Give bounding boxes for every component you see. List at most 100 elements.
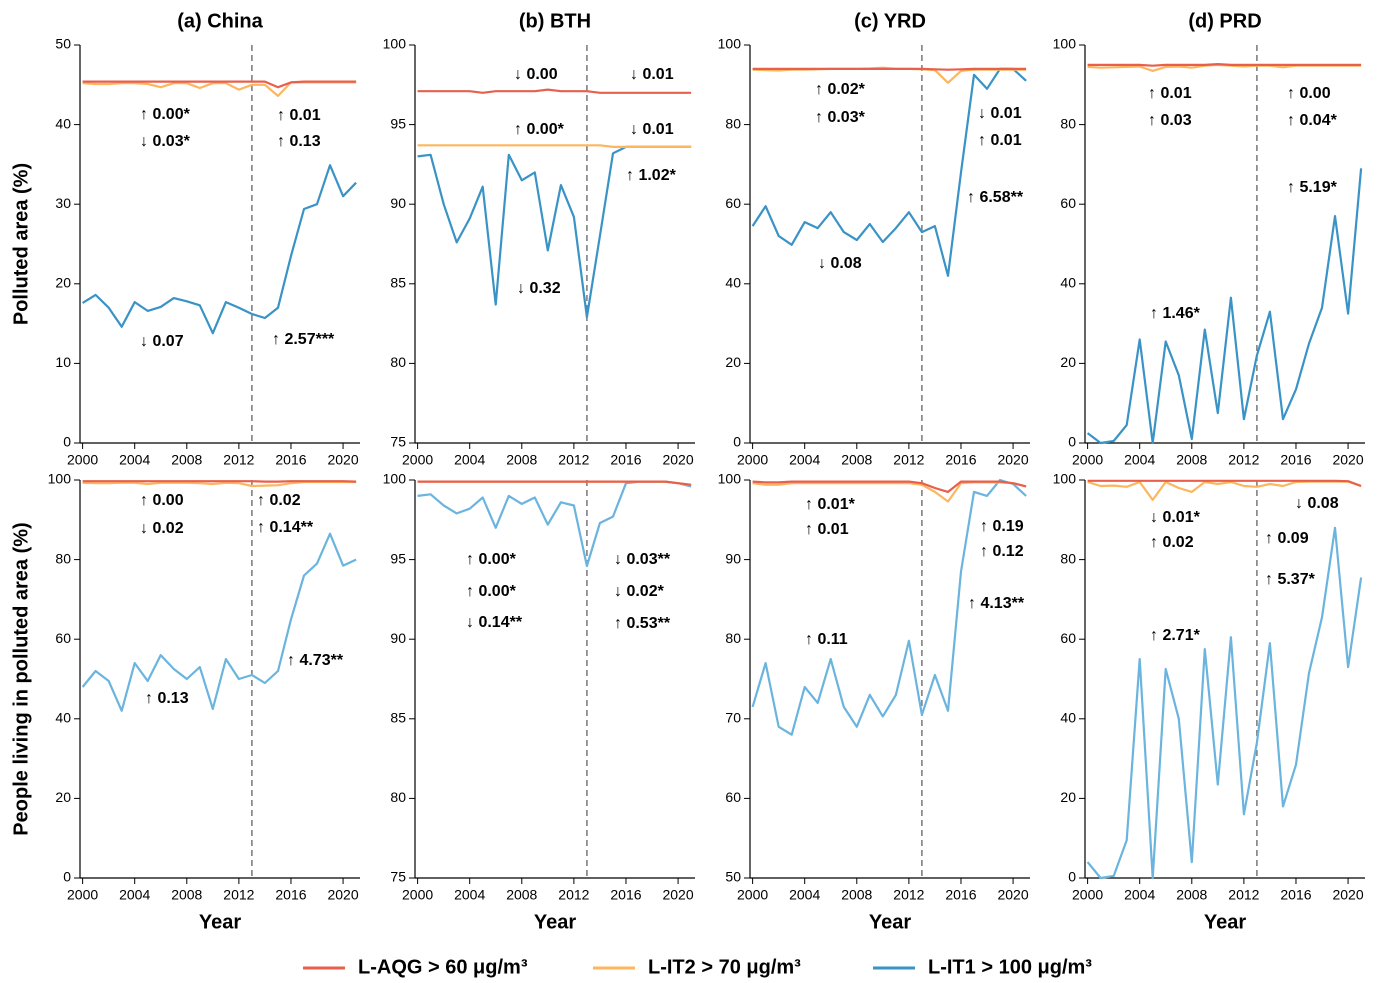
trend-annotation: ↓ 0.08 bbox=[818, 255, 862, 272]
trend-annotation: ↑ 0.00 bbox=[1287, 85, 1331, 102]
trend-annotation: ↓ 0.32 bbox=[517, 280, 561, 297]
x-tick-label: 2000 bbox=[737, 452, 768, 468]
x-tick-label: 2004 bbox=[789, 452, 820, 468]
panel: 75 80 85 90 95 100 2000 2004 2008 2012 2016 2020 ↓ 0… bbox=[383, 10, 695, 468]
trend-annotation: ↑ 0.53** bbox=[614, 615, 671, 632]
trend-annotation: ↑ 0.04* bbox=[1287, 112, 1338, 129]
x-tick-label: 2016 bbox=[1280, 452, 1311, 468]
series-line bbox=[752, 481, 1027, 503]
x-tick-label: 2012 bbox=[558, 452, 589, 468]
panel-title: (c) YRD bbox=[854, 10, 926, 32]
legend: L-AQG > 60 μg/m³ L-IT2 > 70 μg/m³ L-IT1 > … bbox=[303, 956, 1092, 978]
panel: 0 20 40 60 80 100 2000 2004 2008 2012 2016 2020 ↓ 0.… bbox=[1053, 471, 1365, 933]
series-line bbox=[82, 480, 357, 488]
x-tick-label: 2004 bbox=[1124, 887, 1155, 903]
trend-annotation: ↓ 0.01 bbox=[630, 121, 674, 138]
trend-annotation: ↑ 0.14** bbox=[257, 519, 314, 536]
y-axis-label: Polluted area (%) bbox=[10, 163, 32, 325]
trend-annotation: ↓ 0.02* bbox=[614, 583, 665, 600]
y-tick-label: 100 bbox=[1053, 471, 1077, 487]
panel-title: (d) PRD bbox=[1188, 10, 1261, 32]
x-tick-label: 2016 bbox=[945, 887, 976, 903]
trend-annotation: ↓ 0.03* bbox=[140, 133, 191, 150]
x-tick-label: 2020 bbox=[1332, 452, 1363, 468]
x-axis-label: Year bbox=[199, 911, 241, 933]
y-tick-label: 40 bbox=[55, 710, 71, 726]
x-tick-label: 2008 bbox=[171, 887, 202, 903]
series-line bbox=[82, 164, 357, 335]
x-tick-label: 2020 bbox=[997, 887, 1028, 903]
x-tick-label: 2012 bbox=[1228, 452, 1259, 468]
series-line bbox=[1087, 62, 1362, 67]
trend-annotation: ↓ 0.01 bbox=[978, 105, 1022, 122]
trend-annotation: ↑ 0.01 bbox=[978, 132, 1022, 149]
y-tick-label: 100 bbox=[383, 471, 407, 487]
legend-label: L-IT2 > 70 μg/m³ bbox=[648, 956, 801, 978]
x-tick-label: 2016 bbox=[1280, 887, 1311, 903]
trend-annotation: ↑ 0.09 bbox=[1265, 530, 1309, 547]
trend-annotation: ↑ 0.11 bbox=[805, 631, 848, 648]
x-tick-label: 2016 bbox=[275, 887, 306, 903]
x-axis-label: Year bbox=[1204, 911, 1246, 933]
x-tick-label: 2000 bbox=[1072, 452, 1103, 468]
y-tick-label: 20 bbox=[55, 789, 71, 805]
y-tick-label: 80 bbox=[55, 550, 71, 566]
x-axis-label: Year bbox=[534, 911, 576, 933]
trend-annotation: ↑ 0.03 bbox=[1148, 112, 1192, 129]
x-tick-label: 2020 bbox=[327, 452, 358, 468]
x-tick-label: 2008 bbox=[506, 452, 537, 468]
panel-title: (b) BTH bbox=[519, 10, 591, 32]
y-tick-label: 80 bbox=[725, 115, 741, 131]
x-tick-label: 2012 bbox=[558, 887, 589, 903]
y-tick-label: 90 bbox=[390, 630, 406, 646]
trend-annotation: ↑ 0.13 bbox=[277, 133, 321, 150]
trend-annotation: ↑ 1.46* bbox=[1150, 305, 1201, 322]
y-tick-label: 100 bbox=[718, 471, 742, 487]
y-tick-label: 100 bbox=[48, 471, 72, 487]
series-line bbox=[417, 480, 692, 486]
y-tick-label: 100 bbox=[1053, 36, 1077, 52]
series-line bbox=[751, 67, 1027, 277]
x-tick-label: 2020 bbox=[327, 887, 358, 903]
x-tick-label: 2004 bbox=[119, 887, 150, 903]
trend-annotation: ↑ 5.19* bbox=[1287, 179, 1338, 196]
series-line bbox=[82, 80, 357, 89]
x-tick-label: 2000 bbox=[67, 452, 98, 468]
y-tick-label: 80 bbox=[390, 354, 406, 370]
x-tick-label: 2004 bbox=[789, 887, 820, 903]
x-tick-label: 2012 bbox=[893, 887, 924, 903]
trend-annotation: ↓ 0.02 bbox=[140, 520, 184, 537]
trend-annotation: ↓ 0.14** bbox=[466, 614, 523, 631]
x-tick-label: 2008 bbox=[841, 452, 872, 468]
y-tick-label: 80 bbox=[725, 630, 741, 646]
y-tick-label: 95 bbox=[390, 550, 406, 566]
y-tick-label: 60 bbox=[725, 195, 741, 211]
series-line bbox=[751, 478, 1027, 736]
trend-annotation: ↑ 0.02* bbox=[815, 81, 866, 98]
y-tick-label: 40 bbox=[55, 115, 71, 131]
y-tick-label: 0 bbox=[63, 434, 71, 450]
trend-annotation: ↑ 0.00* bbox=[466, 551, 517, 568]
panel-title: (a) China bbox=[177, 10, 263, 32]
panel: 0 20 40 60 80 100 2000 2004 2008 2012 2016 2020 ↑ 0.… bbox=[1053, 10, 1365, 468]
y-tick-label: 70 bbox=[725, 710, 741, 726]
series-line bbox=[82, 81, 357, 97]
legend-label: L-IT1 > 100 μg/m³ bbox=[928, 956, 1092, 978]
y-axis-label: People living in polluted area (%) bbox=[10, 522, 32, 835]
trend-annotation: ↓ 0.01* bbox=[1150, 509, 1201, 526]
series-line bbox=[752, 67, 1027, 71]
trend-annotation: ↓ 0.07 bbox=[140, 333, 184, 350]
x-tick-label: 2012 bbox=[223, 452, 254, 468]
x-tick-label: 2000 bbox=[737, 887, 768, 903]
y-tick-label: 75 bbox=[390, 434, 406, 450]
y-tick-label: 60 bbox=[1060, 195, 1076, 211]
y-tick-label: 100 bbox=[718, 36, 742, 52]
y-tick-label: 50 bbox=[55, 36, 71, 52]
trend-annotation: ↑ 6.58** bbox=[967, 189, 1024, 206]
y-tick-label: 75 bbox=[390, 869, 406, 885]
y-tick-label: 0 bbox=[733, 434, 741, 450]
y-tick-label: 85 bbox=[390, 275, 406, 291]
y-tick-label: 20 bbox=[55, 275, 71, 291]
y-tick-label: 20 bbox=[1060, 789, 1076, 805]
x-tick-label: 2020 bbox=[1332, 887, 1363, 903]
